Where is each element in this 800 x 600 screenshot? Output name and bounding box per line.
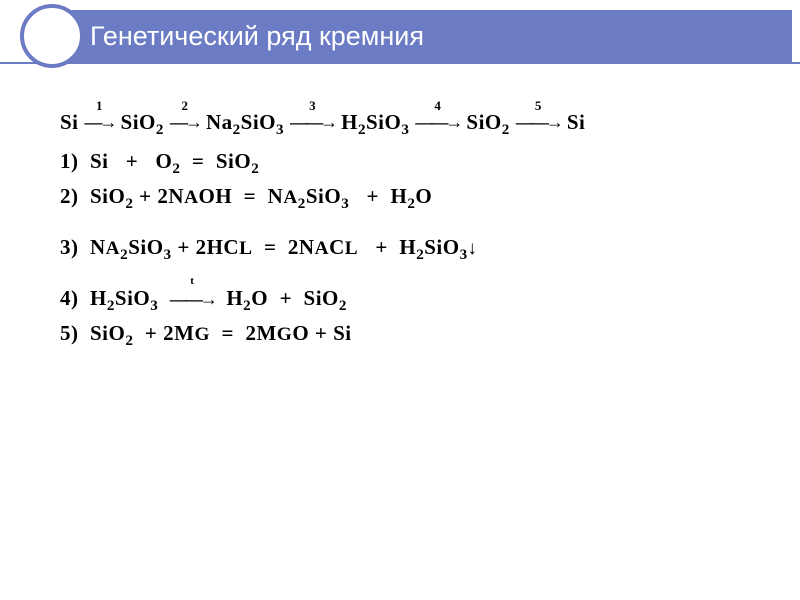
slide-title: Генетический ряд кремния <box>90 21 424 52</box>
equation-line: 3) NA2SiO3 + 2HCL = 2NACL + H2SiO3↓ <box>60 235 760 260</box>
content-area: Si 1 —→ SiO2 2 —→ Na2SiO3 3 ——→ H2SiO3 4… <box>60 110 760 356</box>
arrow-icon: —→ <box>170 112 200 133</box>
chain-node: Si <box>567 110 586 135</box>
chain-step-label: 3 <box>309 98 316 114</box>
equation-number: 5) <box>60 321 79 345</box>
chain-node: Si <box>60 110 79 135</box>
chain-arrow: 2 —→ <box>170 112 200 133</box>
title-underline <box>0 62 800 64</box>
title-bar: Генетический ряд кремния <box>0 0 800 90</box>
reaction-arrow: t ——→ <box>170 289 215 310</box>
arrow-condition: t <box>190 275 194 287</box>
chain-step-label: 5 <box>535 98 542 114</box>
chain-step-label: 4 <box>434 98 441 114</box>
chain-node: SiO2 <box>121 110 164 135</box>
equation-number: 1) <box>60 149 79 173</box>
slide: Генетический ряд кремния Si 1 —→ SiO2 2 … <box>0 0 800 600</box>
arrow-icon: —→ <box>85 112 115 133</box>
title-pill: Генетический ряд кремния <box>30 10 792 62</box>
chain-node: SiO2 <box>466 110 509 135</box>
chain-arrow: 4 ——→ <box>415 112 460 133</box>
equation-line: 4) H2SiO3 t ——→ H2O + SiO2 <box>60 286 760 311</box>
equation-number: 4) <box>60 286 79 310</box>
equation-number: 3) <box>60 235 79 259</box>
arrow-icon: ——→ <box>415 112 460 133</box>
chain-step-label: 1 <box>96 98 103 114</box>
precipitate-icon: ↓ <box>468 238 478 259</box>
equation-number: 2) <box>60 184 79 208</box>
chain-step-label: 2 <box>181 98 188 114</box>
title-circle-icon <box>20 4 84 68</box>
arrow-icon: ——→ <box>170 289 215 310</box>
chain-arrow: 1 —→ <box>85 112 115 133</box>
equation-line: 1) Si + O2 = SiO2 <box>60 149 760 174</box>
reaction-chain: Si 1 —→ SiO2 2 —→ Na2SiO3 3 ——→ H2SiO3 4… <box>60 110 760 135</box>
equation-line: 5) SiO2 + 2MG = 2MGO + Si <box>60 321 760 346</box>
chain-arrow: 5 ——→ <box>516 112 561 133</box>
equation-line: 2) SiO2 + 2NAOH = NA2SiO3 + H2O <box>60 184 760 209</box>
arrow-icon: ——→ <box>290 112 335 133</box>
chain-node: Na2SiO3 <box>206 110 284 135</box>
chain-node: H2SiO3 <box>341 110 409 135</box>
chain-arrow: 3 ——→ <box>290 112 335 133</box>
arrow-icon: ——→ <box>516 112 561 133</box>
